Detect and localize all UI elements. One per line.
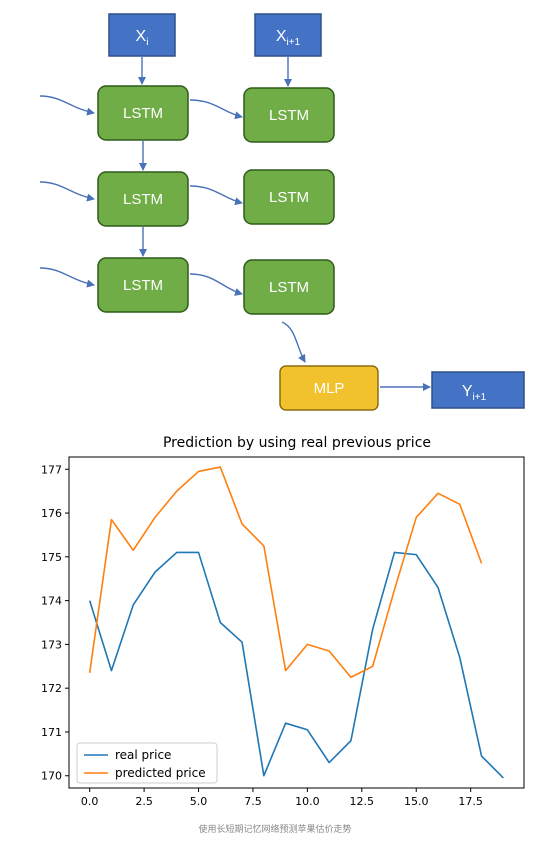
chart-title: Prediction by using real previous price <box>163 435 431 451</box>
legend-label-real: real price <box>115 748 171 762</box>
plot-frame <box>68 456 525 789</box>
lstm-label: LSTM <box>269 279 309 296</box>
output-box-yi1: Yi+1 <box>431 371 525 409</box>
lstm-box-1-1: LSTM <box>97 85 189 141</box>
arrow-h-3 <box>189 273 243 296</box>
lstm-architecture-diagram: Xi Xi+1 LSTM LSTM LSTM LSTM LSTM LSTM ML… <box>39 13 525 411</box>
y-tick-label: 174 <box>41 595 62 608</box>
lstm-label: LSTM <box>269 107 309 124</box>
series-line-real-price <box>88 551 504 779</box>
y-tick-label: 176 <box>41 507 62 520</box>
x-tick-label: 2.5 <box>135 795 153 808</box>
legend: real price predicted price <box>76 742 218 784</box>
legend-label-predicted: predicted price <box>115 766 206 780</box>
arrow-in-2 <box>39 181 95 202</box>
lstm-label: LSTM <box>269 189 309 206</box>
x-tick-label: 0.0 <box>81 795 99 808</box>
x-tick-label: 15.0 <box>404 795 429 808</box>
input-box-xi: Xi <box>108 13 176 57</box>
prediction-line-chart: Prediction by using real previous price … <box>41 435 525 808</box>
lstm-box-1-2: LSTM <box>97 171 189 227</box>
lstm-box-2-3: LSTM <box>243 259 335 315</box>
video-caption: 使用长短期记忆网络预测苹果估价走势 <box>198 825 352 835</box>
svg-text:Yi+1: Yi+1 <box>462 383 487 403</box>
lstm-box-2-2: LSTM <box>243 169 335 225</box>
y-tick-label: 172 <box>41 682 62 695</box>
y-tick-label: 170 <box>41 770 62 783</box>
y-tick-label: 175 <box>41 551 62 564</box>
input-xi-base: X <box>136 28 147 45</box>
y-tick-label: 177 <box>41 463 62 476</box>
svg-text:Xi+1: Xi+1 <box>276 28 301 48</box>
x-tick-label: 10.0 <box>295 795 320 808</box>
lstm-box-2-1: LSTM <box>243 87 335 143</box>
arrow-h-2 <box>189 185 243 206</box>
input-xi1-base: X <box>276 28 287 45</box>
x-tick-label: 17.5 <box>458 795 483 808</box>
input-xi1-sub: i+1 <box>287 37 301 48</box>
input-box-xi1: Xi+1 <box>254 13 322 57</box>
arrow-in-3 <box>39 267 95 288</box>
svg-text:Xi: Xi <box>136 28 149 48</box>
mlp-label: MLP <box>314 380 345 397</box>
x-tick-label: 5.0 <box>190 795 208 808</box>
x-tick-label: 7.5 <box>244 795 262 808</box>
y-tick-label: 171 <box>41 726 62 739</box>
arrow-to-mlp <box>281 321 306 363</box>
output-base: Y <box>462 383 473 400</box>
arrow-in-1 <box>39 95 95 116</box>
x-tick-label: 12.5 <box>350 795 375 808</box>
series-line-predicted-price <box>88 466 483 679</box>
diagram-arrows <box>39 57 431 391</box>
lstm-box-1-3: LSTM <box>97 257 189 313</box>
mlp-box: MLP <box>279 365 379 411</box>
y-tick-label: 173 <box>41 638 62 651</box>
lstm-label: LSTM <box>123 105 163 122</box>
lstm-label: LSTM <box>123 277 163 294</box>
output-sub: i+1 <box>473 392 487 403</box>
lstm-label: LSTM <box>123 191 163 208</box>
arrow-h-1 <box>189 99 243 120</box>
input-xi-sub: i <box>146 37 148 48</box>
